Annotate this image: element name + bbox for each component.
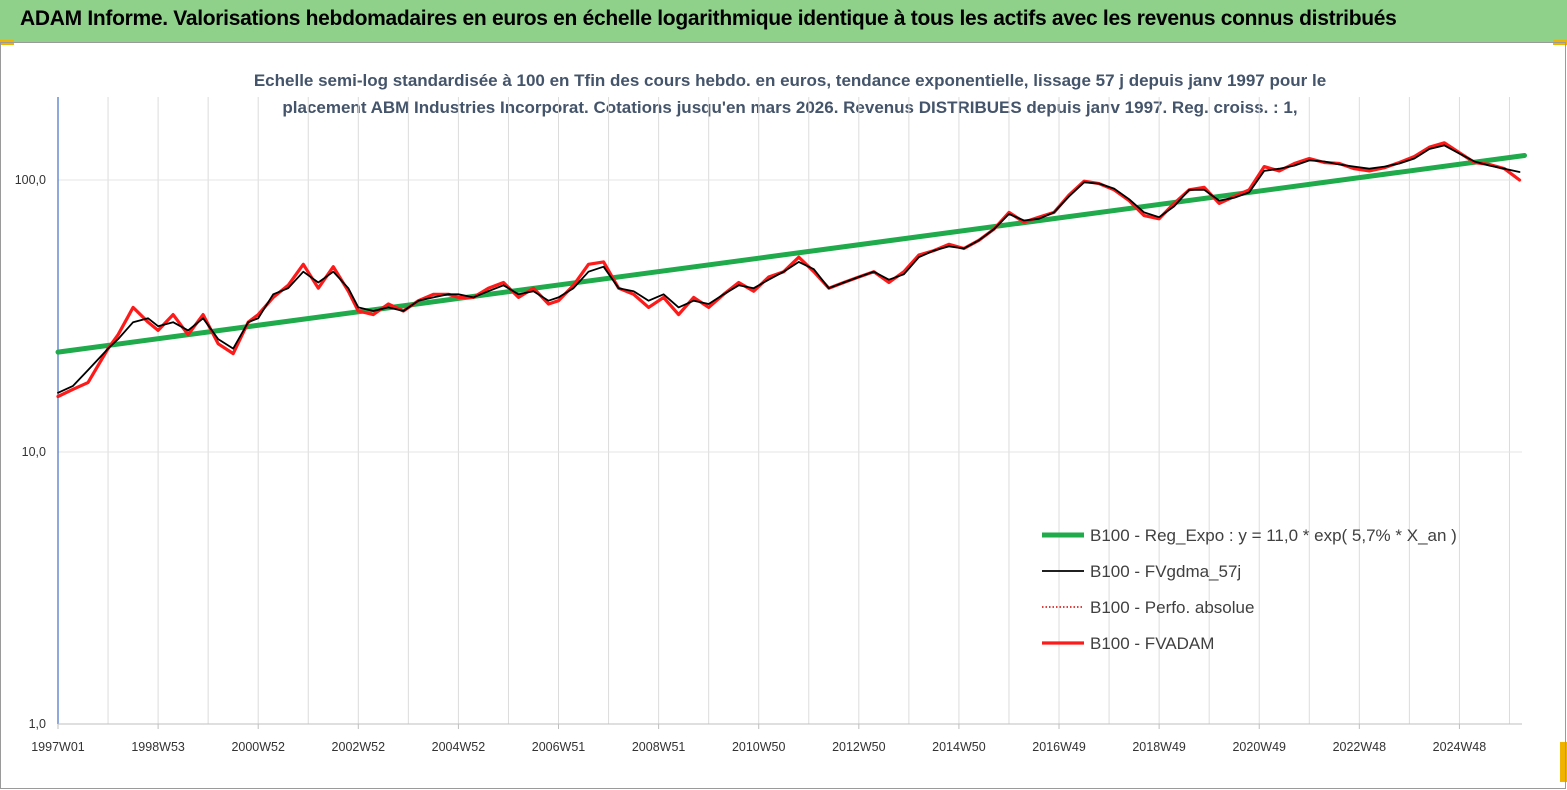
report-title: ADAM Informe. Valorisations hebdomadaire… [20,7,1397,30]
y-tick-label: 100,0 [15,173,46,187]
chart-title-line-1: Echelle semi-log standardisée à 100 en T… [253,71,1327,90]
x-tick-label: 1997W01 [31,740,85,754]
x-tick-label: 2006W51 [532,740,586,754]
series-line-3 [56,141,1522,399]
legend-label: B100 - Perfo. absolue [1090,598,1254,617]
x-tick-label: 2014W50 [932,740,986,754]
x-tick-label: 2000W52 [231,740,285,754]
chart-series [55,141,1527,399]
corner-marker-bottom-right [1560,742,1567,782]
x-tick-label: 2018W49 [1132,740,1186,754]
series-line-2 [57,142,1521,398]
x-tick-label: 2022W48 [1333,740,1387,754]
series-line-0 [55,153,1527,355]
chart-title-line-2: placement ABM Industries Incorporat. Cot… [282,98,1298,117]
x-tick-label: 2008W51 [632,740,686,754]
legend-label: B100 - FVgdma_57j [1090,562,1241,581]
chart-grid [58,97,1522,725]
report-banner: ADAM Informe. Valorisations hebdomadaire… [0,0,1567,43]
y-tick-label: 1,0 [29,717,46,731]
legend-label: B100 - FVADAM [1090,634,1214,653]
y-axis: 1,0 10,0 100,0 [15,97,59,731]
legend-label: B100 - Reg_Expo : y = 11,0 * exp( 5,7% *… [1090,526,1457,545]
x-tick-label: 1998W53 [131,740,185,754]
x-tick-label: 2012W50 [832,740,886,754]
x-tick-label: 2004W52 [432,740,486,754]
chart-legend: B100 - Reg_Expo : y = 11,0 * exp( 5,7% *… [1042,526,1457,653]
x-tick-label: 2016W49 [1032,740,1086,754]
chart-frame [0,42,1566,789]
series-line-1 [57,144,1521,394]
x-axis: 1997W01 1998W53 2000W52 2002W52 2004W52 2006W… [31,723,1522,754]
x-tick-label: 2020W49 [1232,740,1286,754]
x-tick-label: 2002W52 [332,740,386,754]
x-tick-label: 2024W48 [1433,740,1487,754]
y-tick-label: 10,0 [22,445,46,459]
chart-title: Echelle semi-log standardisée à 100 en T… [160,67,1420,121]
x-tick-label: 2010W50 [732,740,786,754]
